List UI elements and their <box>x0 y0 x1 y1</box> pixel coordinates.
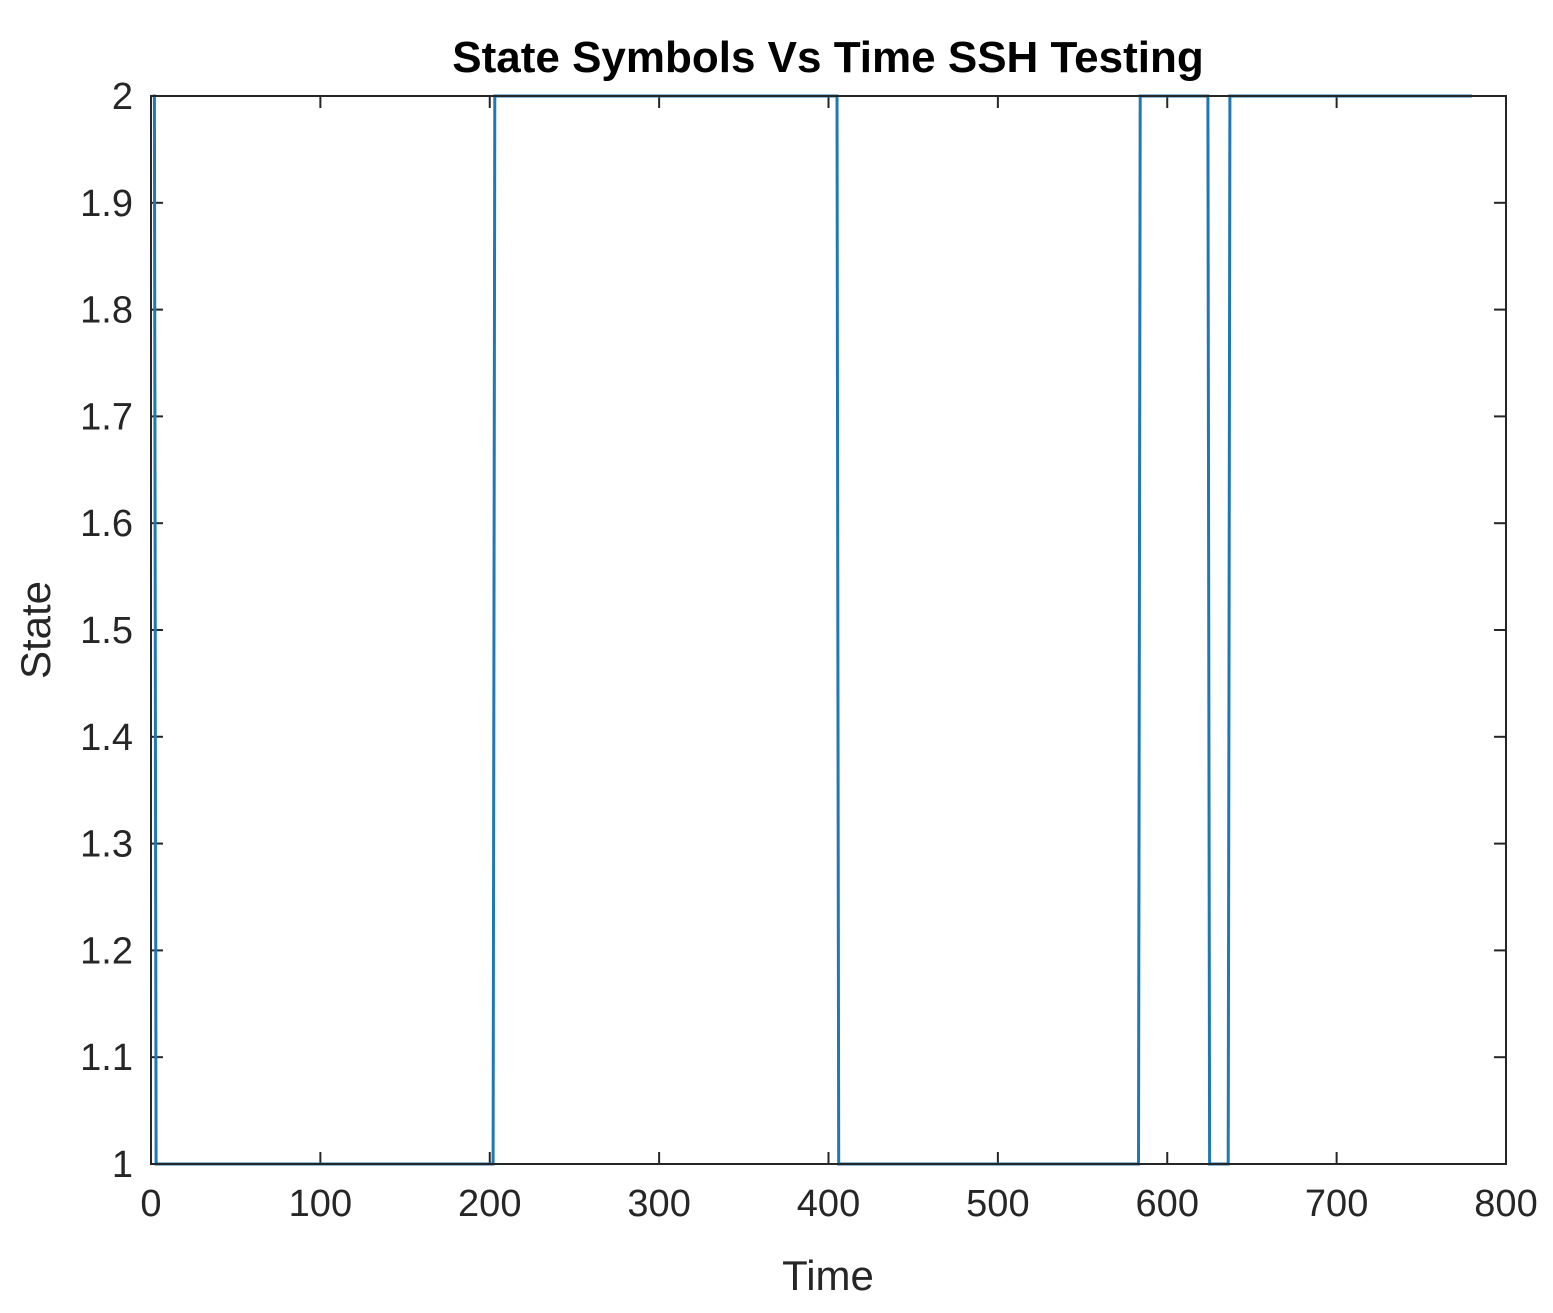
x-tick-label: 700 <box>1305 1183 1368 1225</box>
y-tick-label: 1.1 <box>80 1037 133 1079</box>
y-tick-label: 1.6 <box>80 503 133 545</box>
x-tick-label: 600 <box>1136 1183 1199 1225</box>
series-layer <box>152 94 1473 1166</box>
y-tick-label: 1.7 <box>80 396 133 438</box>
x-axis-ticks: 0 100 200 300 400 500 600 700 800 <box>140 96 1538 1225</box>
series-line-1 <box>152 94 1473 1166</box>
x-tick-label: 300 <box>627 1183 690 1225</box>
x-axis-label: Time <box>782 1252 874 1299</box>
y-tick-label: 1.5 <box>80 610 133 652</box>
x-tick-label: 0 <box>140 1183 161 1225</box>
y-tick-label: 1 <box>112 1144 133 1186</box>
y-tick-label: 2 <box>112 76 133 118</box>
y-axis-ticks: 1 1.1 1.2 1.3 1.4 1.5 1.6 1.7 1.8 1.9 2 <box>80 76 1506 1186</box>
x-tick-label: 100 <box>289 1183 352 1225</box>
y-tick-label: 1.2 <box>80 930 133 972</box>
y-tick-label: 1.4 <box>80 717 133 759</box>
x-tick-label: 200 <box>458 1183 521 1225</box>
chart-title: State Symbols Vs Time SSH Testing <box>452 33 1203 82</box>
x-tick-label: 500 <box>966 1183 1029 1225</box>
plot-frame <box>150 95 1507 1165</box>
y-tick-label: 1.3 <box>80 824 133 866</box>
y-axis-label: State <box>12 581 59 679</box>
y-tick-label: 1.8 <box>80 290 133 332</box>
x-tick-label: 800 <box>1474 1183 1537 1225</box>
x-tick-label: 400 <box>797 1183 860 1225</box>
y-tick-label: 1.9 <box>80 183 133 225</box>
